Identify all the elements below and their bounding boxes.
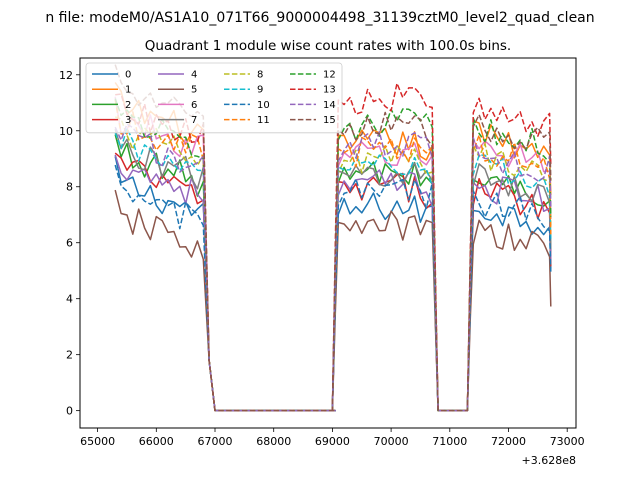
legend-label-5: 5 <box>191 85 197 96</box>
series-line-4 <box>114 154 552 412</box>
plot-area <box>79 57 577 429</box>
series-line-3 <box>114 152 552 412</box>
x-tick-label: 67000 <box>198 435 233 448</box>
series-line-5 <box>114 189 552 412</box>
legend-label-11: 11 <box>257 115 270 126</box>
y-tick-label: 6 <box>66 237 73 250</box>
series-line-6 <box>114 96 552 412</box>
x-tick-label: 69000 <box>315 435 350 448</box>
series-line-8 <box>114 116 552 412</box>
y-tick-label: 0 <box>66 405 73 418</box>
legend-label-4: 4 <box>191 70 197 81</box>
legend-label-6: 6 <box>191 100 197 111</box>
x-tick-label: 73000 <box>550 435 585 448</box>
series-line-10 <box>114 164 552 412</box>
x-tick-label: 72000 <box>491 435 526 448</box>
y-tick-label: 4 <box>66 293 73 306</box>
x-axis: 65000 66000 67000 68000 69000 70000 71000 72000… <box>80 428 585 448</box>
y-axis: 0 2 4 6 8 10 12 <box>59 69 80 418</box>
legend-box <box>85 62 343 134</box>
x-axis-offset-label: +3.628e8 <box>522 454 576 467</box>
series-line-11 <box>114 99 552 412</box>
x-tick-label: 66000 <box>139 435 174 448</box>
legend-label-2: 2 <box>125 100 131 111</box>
y-tick-label: 12 <box>59 69 73 82</box>
series-line-1 <box>114 82 552 412</box>
legend-label-9: 9 <box>257 85 263 96</box>
x-tick-label: 68000 <box>256 435 291 448</box>
legend-label-10: 10 <box>257 100 270 111</box>
legend-label-14: 14 <box>323 100 336 111</box>
legend-label-1: 1 <box>125 85 131 96</box>
series-lines <box>114 64 552 412</box>
chart-title: Quadrant 1 module wise count rates with … <box>145 38 511 54</box>
series-line-0 <box>114 156 552 412</box>
figure-suptitle: n file: modeM0/AS1A10_071T66_9000004498_… <box>45 10 594 26</box>
x-tick-label: 70000 <box>374 435 409 448</box>
y-tick-label: 2 <box>66 349 73 362</box>
legend-label-12: 12 <box>323 70 336 81</box>
y-tick-label: 8 <box>66 181 73 194</box>
legend-label-15: 15 <box>323 115 336 126</box>
x-tick-label: 71000 <box>432 435 467 448</box>
series-line-14 <box>114 123 552 412</box>
y-tick-label: 10 <box>59 125 73 138</box>
legend-label-0: 0 <box>125 70 131 81</box>
legend-label-8: 8 <box>257 70 263 81</box>
legend-label-13: 13 <box>323 85 336 96</box>
series-line-9 <box>114 127 552 412</box>
legend-label-3: 3 <box>125 115 131 126</box>
x-tick-label: 65000 <box>80 435 115 448</box>
legend-label-7: 7 <box>191 115 197 126</box>
